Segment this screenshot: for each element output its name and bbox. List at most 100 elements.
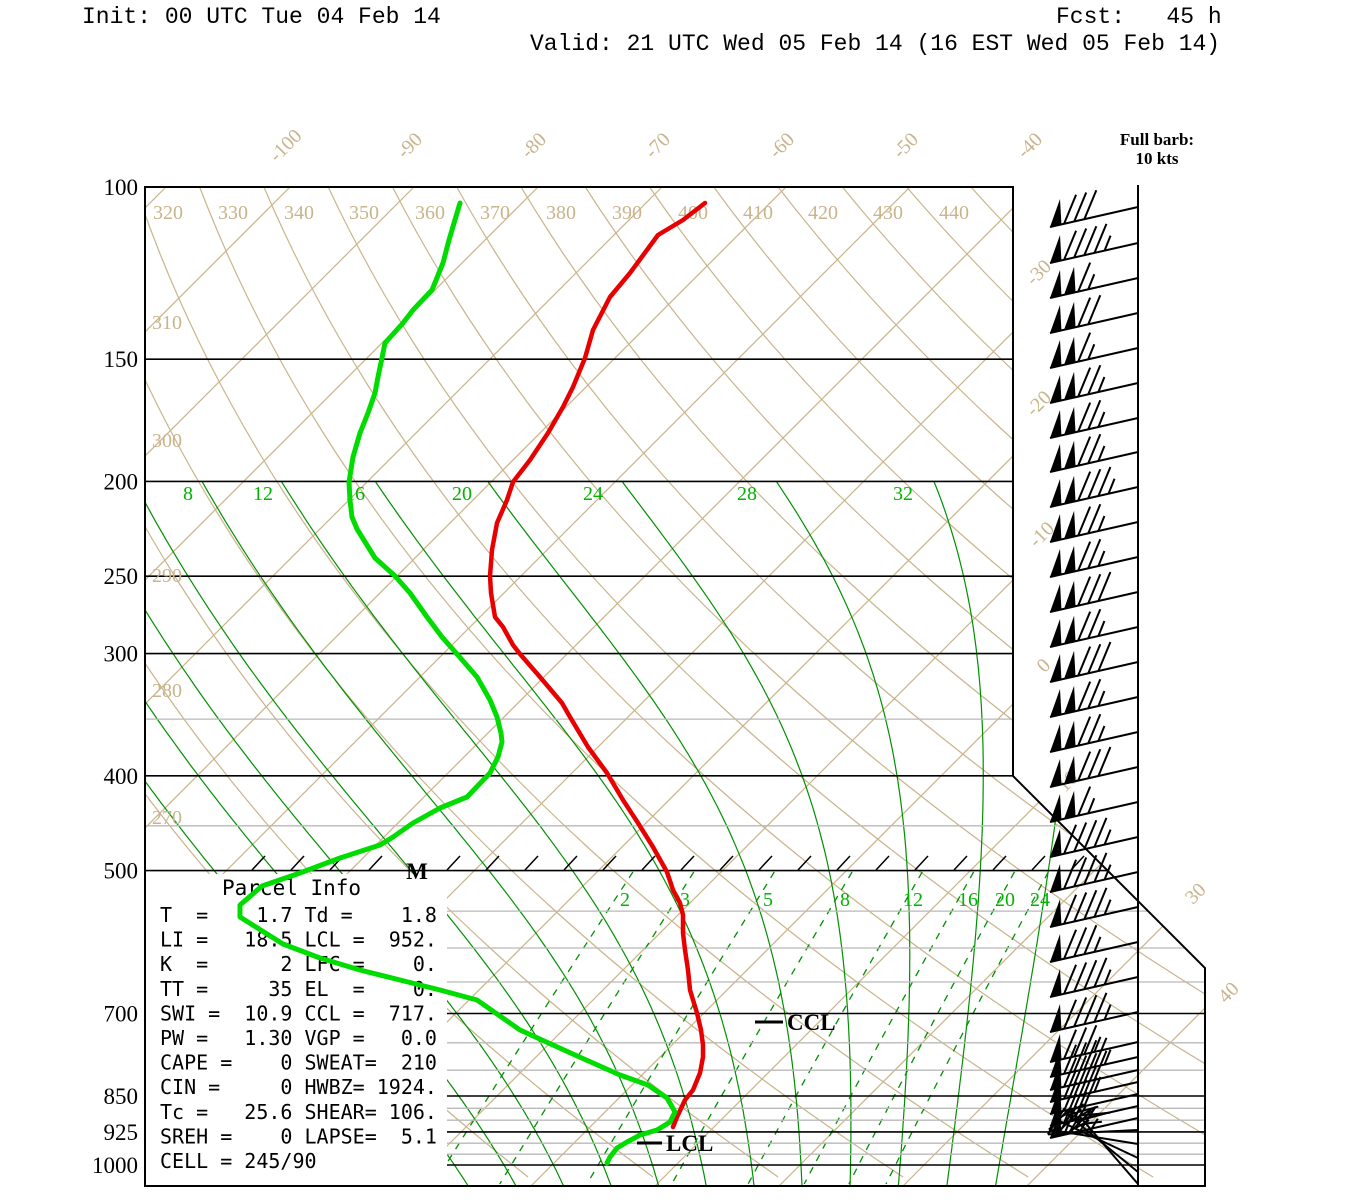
dry-adiabat bbox=[777, 187, 1205, 1178]
dry-adiabat-label: 270 bbox=[152, 807, 182, 829]
moist-adiabat-label: 28 bbox=[737, 483, 757, 505]
dry-adiabat-label: 300 bbox=[152, 430, 182, 452]
dry-adiabat bbox=[199, 187, 1154, 1178]
dry-adiabat bbox=[327, 187, 1205, 1178]
wind-barb bbox=[1049, 678, 1139, 718]
init-time-label: Init: 00 UTC Tue 04 Feb 14 bbox=[82, 4, 441, 30]
isotherm bbox=[902, 187, 1205, 1186]
ccl-label: CCL bbox=[787, 1010, 836, 1035]
parcel-info-line: Tc = 25.6 SHEAR= 106. bbox=[160, 1100, 437, 1124]
moist-adiabat bbox=[775, 481, 911, 1186]
dry-adiabat-label: 440 bbox=[939, 202, 969, 224]
parcel-info-line: K = 2 LFC = 0. bbox=[160, 952, 437, 976]
parcel-info-title: Parcel Info bbox=[222, 876, 361, 900]
wind-barb bbox=[1049, 641, 1139, 683]
wind-barb bbox=[1049, 332, 1139, 369]
isotherm-label: -30 bbox=[1022, 256, 1056, 290]
wind-barb bbox=[1049, 608, 1139, 648]
isotherm bbox=[145, 187, 787, 1186]
isotherm bbox=[145, 187, 539, 1186]
dry-adiabat-label: 280 bbox=[152, 680, 182, 702]
isotherm bbox=[778, 187, 1205, 1186]
pressure-label: 925 bbox=[104, 1120, 139, 1145]
isotherm bbox=[654, 187, 1205, 1186]
moist-adiabat-label: 20 bbox=[452, 483, 472, 505]
parcel-info-line: CIN = 0 HWBZ= 1924. bbox=[160, 1075, 437, 1099]
isotherm-label: 40 bbox=[1214, 978, 1244, 1008]
m-marker: M bbox=[406, 859, 428, 884]
dry-adiabat-label: 420 bbox=[808, 202, 838, 224]
mixing-ratio-label: 5 bbox=[763, 889, 773, 911]
isotherm bbox=[145, 187, 415, 1186]
pressure-label: 150 bbox=[104, 347, 139, 372]
isotherm bbox=[530, 187, 1205, 1186]
moist-adiabat bbox=[374, 481, 755, 1186]
pressure-label: 200 bbox=[104, 469, 139, 494]
wind-barb bbox=[1049, 294, 1139, 334]
wind-barb bbox=[1049, 852, 1139, 893]
dry-adiabat-label: 380 bbox=[546, 202, 576, 224]
dry-adiabat bbox=[906, 187, 1205, 1178]
isotherm-label: -40 bbox=[1013, 129, 1047, 163]
mixing-ratio-label: 8 bbox=[840, 889, 850, 911]
moist-adiabat bbox=[280, 481, 707, 1186]
wind-barb bbox=[1049, 957, 1139, 998]
moist-adiabat bbox=[621, 481, 852, 1186]
isotherm-label: 30 bbox=[1181, 879, 1211, 909]
parcel-info-line: SWI = 10.9 CCL = 717. bbox=[160, 1001, 437, 1025]
plot-border bbox=[144, 186, 1206, 1187]
pressure-label: 300 bbox=[104, 642, 139, 667]
mixing-ratio-line bbox=[848, 871, 1015, 1185]
dry-adiabat-label: 290 bbox=[152, 565, 182, 587]
wind-barb bbox=[1049, 746, 1139, 788]
mixing-ratio-line bbox=[885, 871, 1049, 1185]
dry-adiabat-label: 310 bbox=[152, 312, 182, 334]
dry-adiabat bbox=[970, 187, 1205, 1178]
mixing-ratio-label: 3 bbox=[680, 889, 690, 911]
mixing-ratio-label: 16 bbox=[958, 889, 978, 911]
moist-adiabat bbox=[145, 481, 612, 1186]
dry-adiabat bbox=[391, 187, 1205, 1178]
moist-adiabat bbox=[487, 481, 803, 1186]
wind-barb bbox=[1049, 571, 1139, 613]
isotherm-label: 0 bbox=[1032, 654, 1055, 677]
parcel-info-line: T = 1.7 Td = 1.8 bbox=[160, 903, 437, 927]
dry-adiabat-label: 410 bbox=[743, 202, 773, 224]
wind-barb bbox=[1049, 992, 1139, 1033]
barb-legend-line2: 10 kts bbox=[1136, 149, 1179, 168]
parcel-info-line: SREH = 0 LAPSE= 5.1 bbox=[160, 1124, 437, 1148]
parcel-info-line: CAPE = 0 SWEAT= 210 bbox=[160, 1051, 437, 1075]
dry-adiabat bbox=[649, 187, 1205, 1178]
isotherm-label: -80 bbox=[517, 129, 551, 163]
pressure-label: 700 bbox=[104, 1002, 139, 1027]
wind-barb bbox=[1049, 538, 1139, 578]
dry-adiabat-label: 370 bbox=[480, 202, 510, 224]
moist-adiabat bbox=[933, 481, 984, 1186]
pressure-label: 100 bbox=[104, 175, 139, 200]
mixing-ratio-label: 20 bbox=[995, 889, 1015, 911]
isotherm-label: -100 bbox=[265, 125, 306, 166]
parcel-info-line: CELL = 245/90 bbox=[160, 1149, 317, 1173]
dry-adiabat bbox=[145, 187, 1029, 1178]
dry-adiabat bbox=[145, 187, 779, 1178]
mixing-ratio-line bbox=[433, 871, 634, 1185]
isotherm bbox=[0, 187, 42, 1186]
isotherm bbox=[145, 187, 911, 1186]
forecast-hour-label: Fcst: 45 h bbox=[1056, 4, 1222, 30]
dry-adiabat-label: 350 bbox=[349, 202, 379, 224]
dewpoint-trace bbox=[237, 200, 678, 1166]
lcl-label: LCL bbox=[666, 1131, 713, 1156]
wind-barb bbox=[1049, 887, 1139, 928]
dry-adiabat bbox=[520, 187, 1205, 1178]
dry-adiabat-label: 320 bbox=[153, 202, 183, 224]
dry-adiabat bbox=[263, 187, 1205, 1178]
isotherm bbox=[145, 187, 167, 1186]
dry-adiabat bbox=[841, 187, 1205, 1178]
mixing-ratio-label: 12 bbox=[903, 889, 923, 911]
mixing-ratio-label: 2 bbox=[620, 889, 630, 911]
wind-barb bbox=[1049, 364, 1139, 404]
isotherm bbox=[145, 187, 663, 1186]
wind-barb-column bbox=[1047, 189, 1139, 1185]
